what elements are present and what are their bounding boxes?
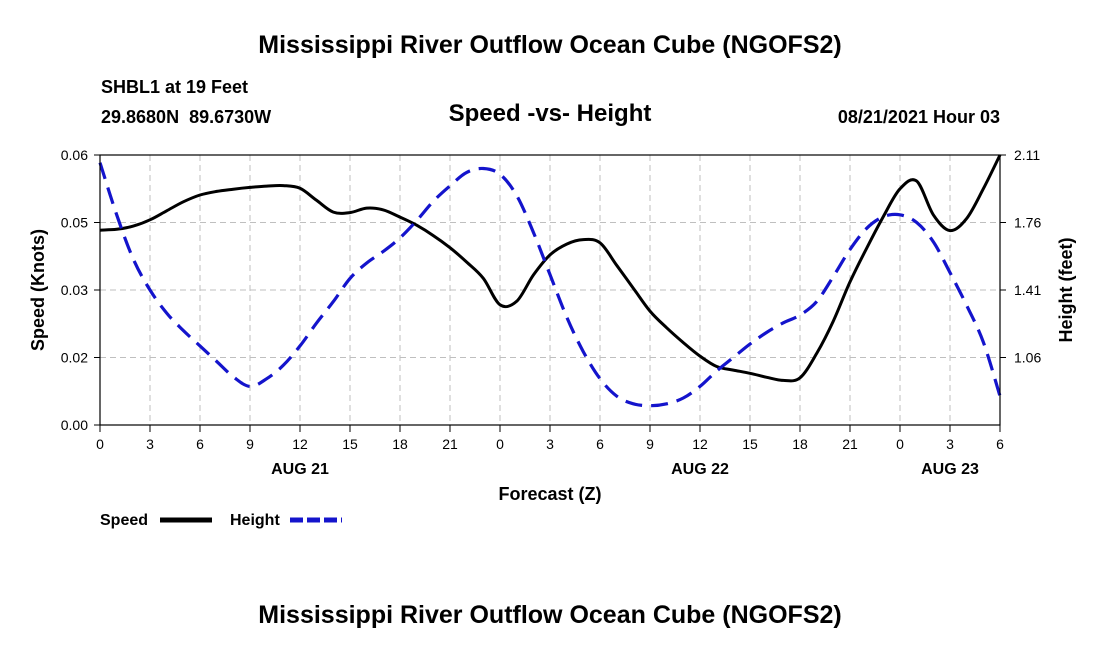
y-left-tick-label: 0.02 bbox=[61, 350, 88, 366]
axis-layer: 0 3 6 9 12 15 18 21 0 3 6 9 12 15 18 21 0 3 6 AUG 21 AUG 22 A… bbox=[28, 147, 1076, 504]
x-tick-label: 12 bbox=[292, 436, 308, 452]
x-tick-label: 6 bbox=[996, 436, 1004, 452]
x-tick-label: 9 bbox=[646, 436, 654, 452]
legend-label-height: Height bbox=[230, 512, 280, 529]
y-left-tick-label: 0.03 bbox=[61, 282, 88, 298]
date-label: AUG 23 bbox=[921, 461, 979, 478]
series-layer bbox=[98, 154, 1002, 408]
chart-subtitle: Speed -vs- Height bbox=[448, 100, 652, 127]
grid-layer bbox=[100, 155, 1000, 425]
y-left-tick-label: 0.06 bbox=[61, 147, 88, 163]
y-right-tick-label: 1.76 bbox=[1014, 215, 1041, 231]
x-tick-label: 6 bbox=[196, 436, 204, 452]
date-label: AUG 21 bbox=[271, 461, 329, 478]
x-axis-label: Forecast (Z) bbox=[498, 484, 601, 504]
x-tick-label: 18 bbox=[792, 436, 808, 452]
chart-title-top: Mississippi River Outflow Ocean Cube (NG… bbox=[258, 31, 842, 59]
x-tick-label: 15 bbox=[342, 436, 358, 452]
y-right-tick-label: 2.11 bbox=[1014, 147, 1040, 163]
chart-title-bottom: Mississippi River Outflow Ocean Cube (NG… bbox=[258, 601, 842, 629]
x-tick-label: 3 bbox=[146, 436, 154, 452]
x-tick-label: 12 bbox=[692, 436, 708, 452]
y-right-tick-label: 1.41 bbox=[1014, 282, 1041, 298]
legend-layer: Speed Height bbox=[100, 512, 342, 529]
x-tick-label: 0 bbox=[96, 436, 104, 452]
y-right-axis-label: Height (feet) bbox=[1056, 238, 1076, 343]
y-right-tick-label: 1.06 bbox=[1014, 350, 1041, 366]
x-tick-label: 21 bbox=[842, 436, 858, 452]
x-tick-label: 15 bbox=[742, 436, 758, 452]
y-left-tick-label: 0.05 bbox=[61, 215, 88, 231]
station-coordinates: 29.8680N 89.6730W bbox=[101, 107, 272, 127]
station-name-depth: SHBL1 at 19 Feet bbox=[101, 77, 249, 97]
legend-label-speed: Speed bbox=[100, 512, 148, 529]
date-label: AUG 22 bbox=[671, 461, 729, 478]
x-tick-label: 0 bbox=[896, 436, 904, 452]
x-tick-label: 21 bbox=[442, 436, 458, 452]
y-left-axis-label: Speed (Knots) bbox=[28, 229, 48, 351]
x-tick-label: 3 bbox=[546, 436, 554, 452]
x-tick-label: 18 bbox=[392, 436, 408, 452]
series-line-height bbox=[98, 162, 1002, 408]
forecast-datetime: 08/21/2021 Hour 03 bbox=[837, 107, 1000, 127]
y-left-tick-label: 0.00 bbox=[61, 417, 88, 433]
x-tick-label: 3 bbox=[946, 436, 954, 452]
x-tick-label: 9 bbox=[246, 436, 254, 452]
series-line-speed bbox=[99, 154, 1002, 383]
x-tick-label: 6 bbox=[596, 436, 604, 452]
x-tick-label: 0 bbox=[496, 436, 504, 452]
